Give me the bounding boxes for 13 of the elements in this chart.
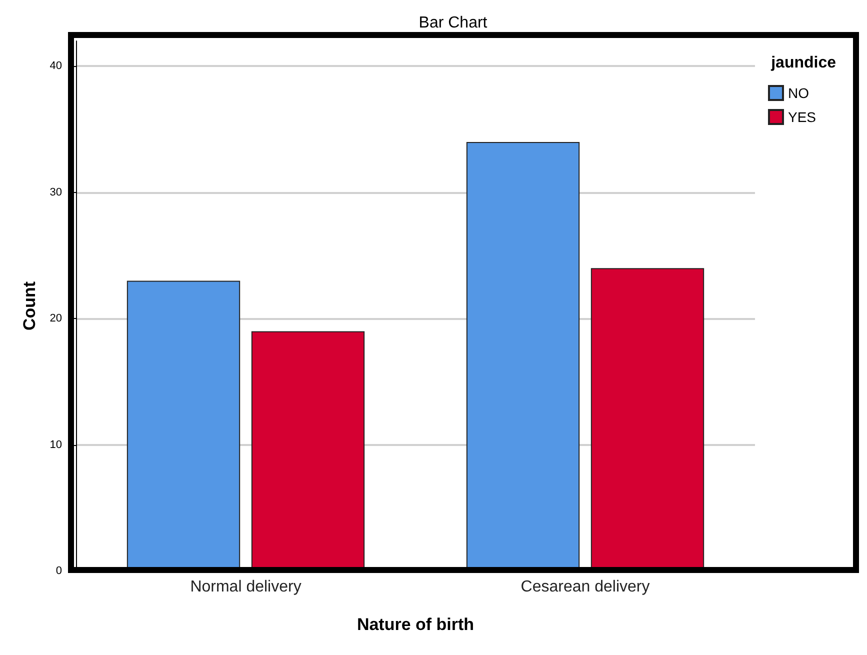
y-tick-label: 40 [50,60,62,72]
x-tick-label: Normal delivery [190,578,302,596]
legend-label: YES [788,109,816,125]
y-tick-label: 10 [50,438,62,451]
y-tick-label: 30 [50,186,62,198]
chart-title: Bar Chart [418,14,488,32]
y-axis-title: Count [20,281,39,331]
y-tick-label: 20 [50,312,62,325]
x-axis-title: Nature of birth [356,615,474,634]
x-tick-label: Cesarean delivery [520,578,650,596]
legend-title: jaundice [770,54,836,72]
legend-label: NO [788,85,810,101]
y-tick-label: 0 [56,565,62,577]
